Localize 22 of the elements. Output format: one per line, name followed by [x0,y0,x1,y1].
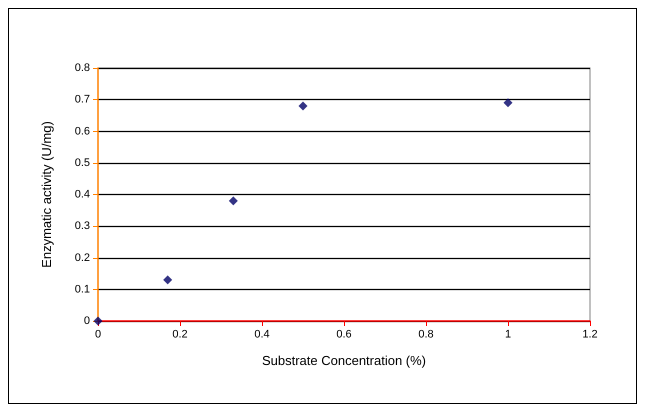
x-tick-label: 0.4 [254,328,270,340]
y-tick-label: 0.8 [74,62,90,74]
x-tick-label: 0 [94,328,102,340]
x-tick-label: 0.6 [336,328,352,340]
point [163,275,172,284]
x-tick-label: 0.2 [172,328,188,340]
point [298,101,308,110]
point [504,98,512,108]
y-tick-label: 0.5 [74,156,90,169]
y-tick-label: 0.4 [74,188,90,200]
y-tick-label: 0.6 [74,125,90,138]
x-axis-title: Substrate Concentration (%) [262,353,426,368]
point [228,196,238,206]
x-tick-label: 1.2 [582,328,598,340]
y-tick-label: 0.1 [74,283,90,296]
x-tick-label: 0.8 [418,328,434,340]
x-tick-label: 1 [504,328,512,340]
y-tick-label: 0.7 [74,94,90,106]
y-tick-label: 0.3 [74,220,90,232]
y-axis-title: Enzymatic activity (U/mg) [39,121,54,268]
y-tick-label: 0.2 [74,252,90,264]
y-tick-label: 0 [84,315,90,327]
